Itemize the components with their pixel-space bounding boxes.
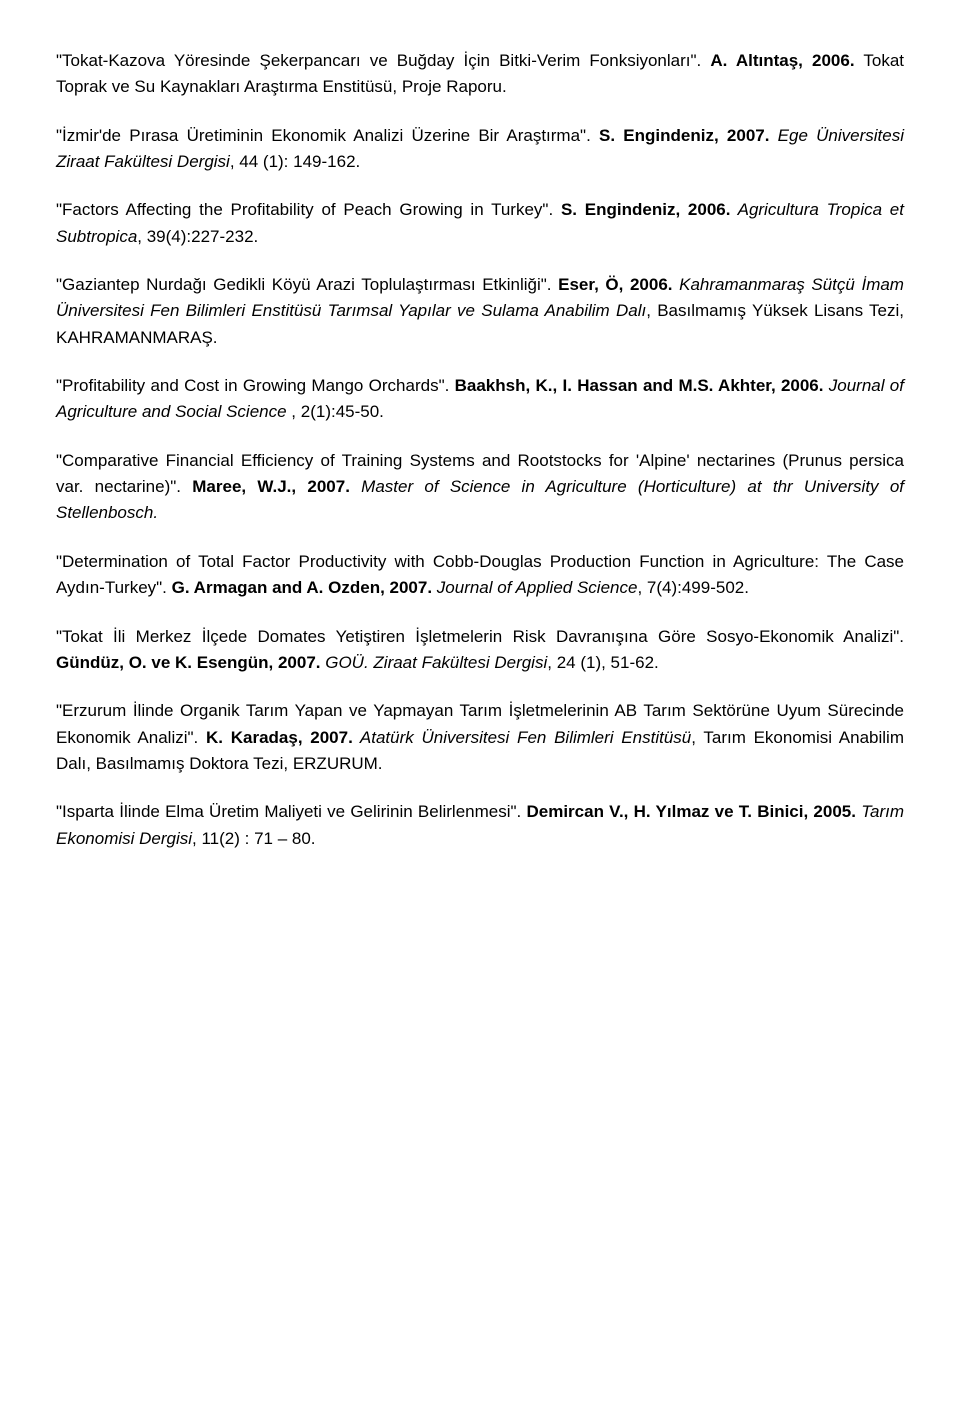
ref-9: "Isparta İlinde Elma Üretim Maliyeti ve … bbox=[56, 799, 904, 852]
ref-journal: Journal of Applied Science bbox=[432, 578, 637, 597]
ref-title: "Factors Affecting the Profitability of … bbox=[56, 200, 561, 219]
ref-6: "Determination of Total Factor Productiv… bbox=[56, 549, 904, 602]
ref-1: "İzmir'de Pırasa Üretiminin Ekonomik Ana… bbox=[56, 123, 904, 176]
ref-rest: , 39(4):227-232. bbox=[137, 227, 258, 246]
ref-author: Gündüz, O. ve K. Esengün, 2007. bbox=[56, 653, 321, 672]
ref-rest: , 24 (1), 51-62. bbox=[547, 653, 659, 672]
ref-rest: , 2(1):45-50. bbox=[291, 402, 384, 421]
ref-title: "Profitability and Cost in Growing Mango… bbox=[56, 376, 455, 395]
ref-rest: , 11(2) : 71 – 80. bbox=[192, 829, 315, 848]
ref-0: "Tokat-Kazova Yöresinde Şekerpancarı ve … bbox=[56, 48, 904, 101]
ref-title: "Isparta İlinde Elma Üretim Maliyeti ve … bbox=[56, 802, 526, 821]
ref-title: "Gaziantep Nurdağı Gedikli Köyü Arazi To… bbox=[56, 275, 558, 294]
ref-3: "Gaziantep Nurdağı Gedikli Köyü Arazi To… bbox=[56, 272, 904, 351]
ref-5: "Comparative Financial Efficiency of Tra… bbox=[56, 448, 904, 527]
ref-author: K. Karadaş, 2007. bbox=[206, 728, 353, 747]
ref-author: A. Altıntaş, 2006. bbox=[710, 51, 854, 70]
ref-author: G. Armagan and A. Ozden, 2007. bbox=[172, 578, 432, 597]
ref-2: "Factors Affecting the Profitability of … bbox=[56, 197, 904, 250]
ref-rest: , 7(4):499-502. bbox=[637, 578, 749, 597]
ref-7: "Tokat İli Merkez İlçede Domates Yetişti… bbox=[56, 624, 904, 677]
ref-author: Eser, Ö, 2006. bbox=[558, 275, 672, 294]
ref-author: S. Engindeniz, 2007. bbox=[599, 126, 769, 145]
ref-title: "İzmir'de Pırasa Üretiminin Ekonomik Ana… bbox=[56, 126, 599, 145]
ref-journal: Atatürk Üniversitesi Fen Bilimleri Ensti… bbox=[353, 728, 691, 747]
ref-4: "Profitability and Cost in Growing Mango… bbox=[56, 373, 904, 426]
ref-author: Maree, W.J., 2007. bbox=[192, 477, 350, 496]
ref-rest: , 44 (1): 149-162. bbox=[230, 152, 360, 171]
ref-author: Baakhsh, K., I. Hassan and M.S. Akhter, … bbox=[455, 376, 824, 395]
ref-title: "Tokat-Kazova Yöresinde Şekerpancarı ve … bbox=[56, 51, 710, 70]
ref-title: "Tokat İli Merkez İlçede Domates Yetişti… bbox=[56, 627, 904, 646]
ref-8: "Erzurum İlinde Organik Tarım Yapan ve Y… bbox=[56, 698, 904, 777]
ref-author: S. Engindeniz, 2006. bbox=[561, 200, 731, 219]
ref-author: Demircan V., H. Yılmaz ve T. Binici, 200… bbox=[526, 802, 855, 821]
ref-journal: GOÜ. Ziraat Fakültesi Dergisi bbox=[321, 653, 548, 672]
